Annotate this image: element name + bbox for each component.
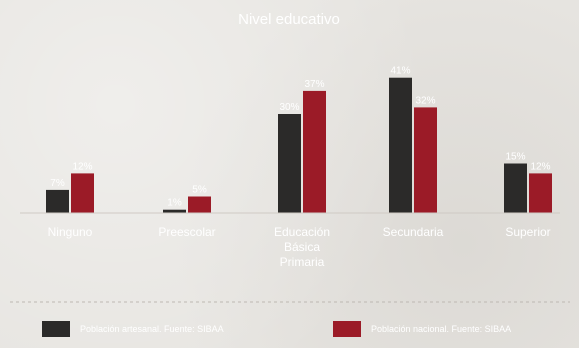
bar-series1-5 [504,163,527,213]
value-label-series1-3: 30% [279,102,299,113]
bar-series2-4 [414,107,437,213]
value-label-series2-2: 5% [192,185,207,196]
chart-title: Nivel educativo [238,11,340,28]
category-label-3: Educación Básica Primaria [274,225,330,269]
value-label-series1-5: 15% [505,152,525,163]
category-labels-group: Ninguno Preescolar Educación Básica Primaria… [48,225,551,269]
value-label-series2-1: 12% [72,161,92,172]
bar-series2-3 [303,90,326,213]
legend-swatch-1 [42,321,70,337]
value-label-series2-4: 32% [415,95,435,106]
legend-label-2: Población nacional. Fuente: SIBAA [371,324,511,334]
bar-series1-2 [163,209,186,213]
category-label-2: Preescolar [158,225,215,239]
legend: Población artesanal. Fuente: SIBAA Poblac… [42,321,511,337]
bar-series2-2 [188,196,211,213]
bar-series2-1 [71,173,94,213]
bars-group [46,77,552,213]
category-label-4: Secundaria [383,225,444,239]
bar-series1-3 [278,114,301,213]
category-label-5: Superior [505,225,550,239]
value-label-series2-5: 12% [530,161,550,172]
value-labels-group: 7% 1% 30% 41% 15% 12% 5% 37% 32% 12% [50,66,550,209]
value-label-series1-1: 7% [50,178,65,189]
bar-series1-4 [389,77,412,213]
value-label-series2-3: 37% [304,79,324,90]
bar-series2-5 [529,173,552,213]
category-label-1: Ninguno [48,225,93,239]
value-label-series1-4: 41% [390,66,410,77]
bar-series1-1 [46,189,69,213]
value-label-series1-2: 1% [167,198,182,209]
legend-label-1: Población artesanal. Fuente: SIBAA [80,324,224,334]
legend-swatch-2 [333,321,361,337]
